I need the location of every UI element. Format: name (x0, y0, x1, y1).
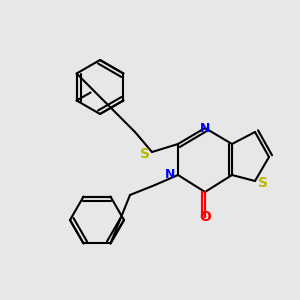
Text: N: N (165, 169, 175, 182)
Text: N: N (200, 122, 210, 134)
Text: O: O (199, 210, 211, 224)
Text: S: S (258, 176, 268, 190)
Text: S: S (140, 147, 150, 161)
